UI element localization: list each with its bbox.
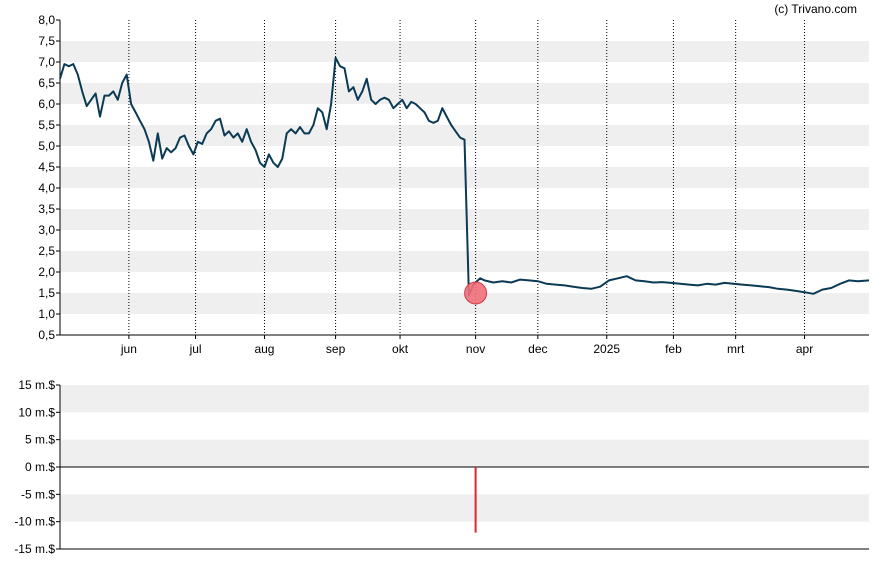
price-grid-band	[60, 209, 869, 230]
volume-y-tick-label: -15 m.$	[14, 542, 55, 556]
price-grid-band	[60, 293, 869, 314]
y-tick-label: 4,5	[38, 160, 55, 174]
volume-grid-band	[60, 385, 869, 413]
x-tick-label: aug	[254, 342, 274, 356]
volume-y-tick-label: 10 m.$	[18, 405, 55, 419]
y-tick-label: 4,0	[38, 181, 55, 195]
y-tick-label: 0,5	[38, 328, 55, 342]
y-tick-label: 1,0	[38, 307, 55, 321]
x-tick-label: dec	[528, 342, 547, 356]
price-grid-band	[60, 125, 869, 146]
y-tick-label: 3,0	[38, 223, 55, 237]
x-tick-label: mrt	[727, 342, 745, 356]
y-tick-label: 6,0	[38, 97, 55, 111]
y-tick-label: 8,0	[38, 13, 55, 27]
volume-y-tick-label: -5 m.$	[21, 487, 55, 501]
y-tick-label: 2,5	[38, 244, 55, 258]
y-tick-label: 7,5	[38, 34, 55, 48]
y-tick-label: 2,0	[38, 265, 55, 279]
price-panel: jun jul aug sep okt nov dec 2025 feb mrt apr 0,5 1,0…	[38, 13, 870, 356]
price-series-line	[59, 56, 870, 297]
price-grid-band	[60, 251, 869, 272]
price-grid-band	[60, 167, 869, 188]
volume-y-tick-label: 0 m.$	[25, 460, 55, 474]
x-tick-label: feb	[665, 342, 682, 356]
y-tick-label: 6,5	[38, 76, 55, 90]
x-tick-label: nov	[466, 342, 485, 356]
volume-grid-band	[60, 439, 869, 467]
event-marker	[464, 281, 488, 305]
x-tick-label: okt	[392, 342, 409, 356]
x-tick-label: jun	[120, 342, 137, 356]
volume-y-tick-label: 15 m.$	[18, 378, 55, 392]
y-tick-label: 5,5	[38, 118, 55, 132]
price-grid-band	[60, 83, 869, 104]
y-tick-label: 5,0	[38, 139, 55, 153]
x-tick-label: 2025	[593, 342, 620, 356]
x-tick-label: apr	[796, 342, 813, 356]
y-tick-label: 3,5	[38, 202, 55, 216]
y-tick-label: 7,0	[38, 55, 55, 69]
x-tick-label: jul	[189, 342, 202, 356]
volume-y-tick-label: 5 m.$	[25, 433, 55, 447]
credit-text: (c) Trivano.com	[774, 2, 857, 16]
y-tick-label: 1,5	[38, 286, 55, 300]
x-tick-label: sep	[326, 342, 346, 356]
volume-panel: 15 m.$ 10 m.$ 5 m.$ 0 m.$ -5 m.$ -10 m.$ -15 m…	[14, 378, 869, 556]
volume-grid-band	[60, 494, 869, 522]
volume-y-tick-label: -10 m.$	[14, 515, 55, 529]
price-grid-band	[60, 41, 869, 62]
